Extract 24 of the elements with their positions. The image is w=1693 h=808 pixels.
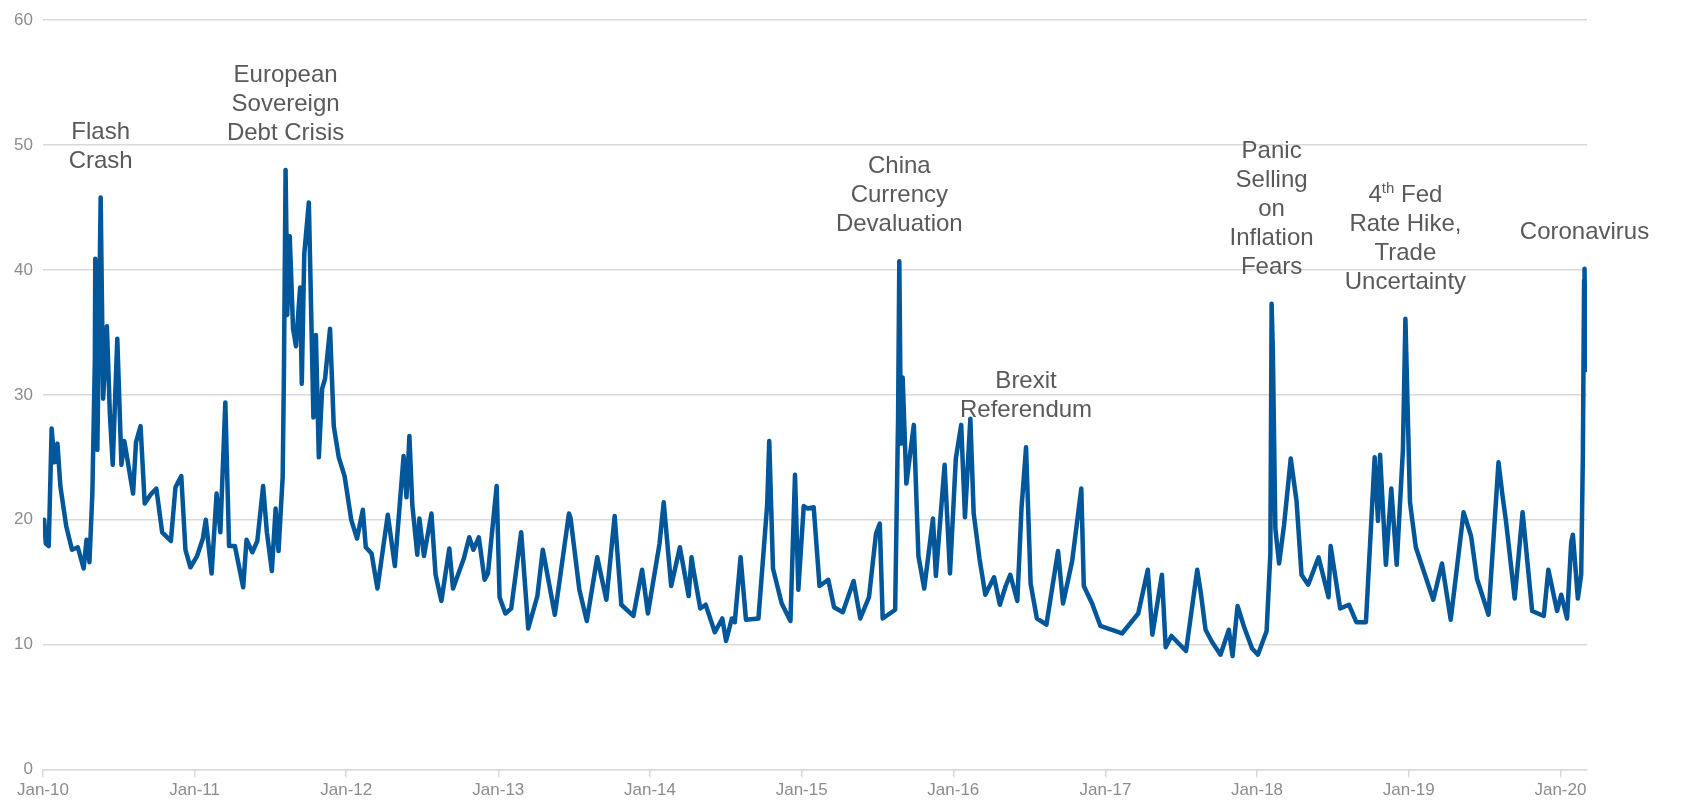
annotation: Brexit Referendum	[960, 366, 1093, 423]
annotation: Coronavirus	[1519, 216, 1650, 244]
x-tick-label: Jan-19	[1382, 780, 1435, 800]
annotation: China Currency Devaluation	[835, 151, 963, 237]
x-tick-label: Jan-11	[169, 780, 220, 800]
x-tick-label: Jan-17	[1079, 780, 1132, 800]
x-tick-label: Jan-12	[320, 780, 373, 800]
x-tick-label: Jan-16	[927, 780, 980, 800]
annotation: Flash Crash	[68, 116, 133, 173]
x-tick-label: Jan-13	[472, 780, 525, 800]
y-tick-label: 20	[13, 509, 33, 529]
y-tick-label: 60	[13, 9, 33, 29]
x-tick-label: Jan-15	[775, 780, 828, 800]
annotation: European Sovereign Debt Crisis	[226, 60, 345, 146]
y-tick-label: 0	[23, 759, 33, 779]
y-tick-label: 50	[13, 134, 33, 154]
x-tick-label: Jan-14	[624, 780, 676, 800]
y-tick-label: 40	[13, 259, 33, 279]
y-tick-label: 10	[13, 634, 33, 654]
x-tick-label: Jan-20	[1534, 780, 1587, 800]
y-tick-label: 30	[13, 384, 33, 404]
x-tick-label: Jan-10	[16, 780, 69, 800]
x-tick-label: Jan-18	[1231, 780, 1284, 800]
annotation: Panic Selling on Inflation Fears	[1229, 135, 1314, 279]
